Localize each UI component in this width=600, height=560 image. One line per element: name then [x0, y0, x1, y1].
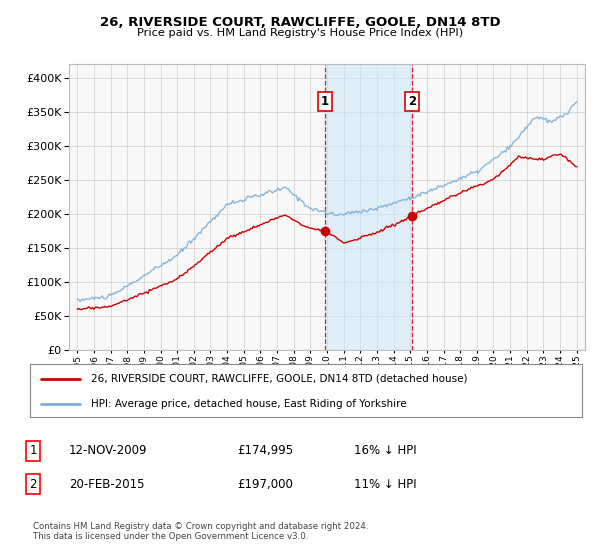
Text: 26, RIVERSIDE COURT, RAWCLIFFE, GOOLE, DN14 8TD: 26, RIVERSIDE COURT, RAWCLIFFE, GOOLE, D…: [100, 16, 500, 29]
Text: £174,995: £174,995: [237, 444, 293, 458]
Text: 11% ↓ HPI: 11% ↓ HPI: [354, 478, 416, 491]
Text: 1: 1: [29, 444, 37, 458]
Text: 2: 2: [29, 478, 37, 491]
Text: 26, RIVERSIDE COURT, RAWCLIFFE, GOOLE, DN14 8TD (detached house): 26, RIVERSIDE COURT, RAWCLIFFE, GOOLE, D…: [91, 374, 467, 384]
Text: 2: 2: [409, 95, 416, 108]
Bar: [325, 64, 412, 350]
Text: Contains HM Land Registry data © Crown copyright and database right 2024.
This d: Contains HM Land Registry data © Crown c…: [33, 522, 368, 542]
Text: 20-FEB-2015: 20-FEB-2015: [69, 478, 145, 491]
Text: 1: 1: [321, 95, 329, 108]
Text: Price paid vs. HM Land Registry's House Price Index (HPI): Price paid vs. HM Land Registry's House …: [137, 28, 463, 38]
Text: £197,000: £197,000: [237, 478, 293, 491]
Text: HPI: Average price, detached house, East Riding of Yorkshire: HPI: Average price, detached house, East…: [91, 399, 406, 409]
Text: 16% ↓ HPI: 16% ↓ HPI: [354, 444, 416, 458]
Text: 12-NOV-2009: 12-NOV-2009: [69, 444, 148, 458]
